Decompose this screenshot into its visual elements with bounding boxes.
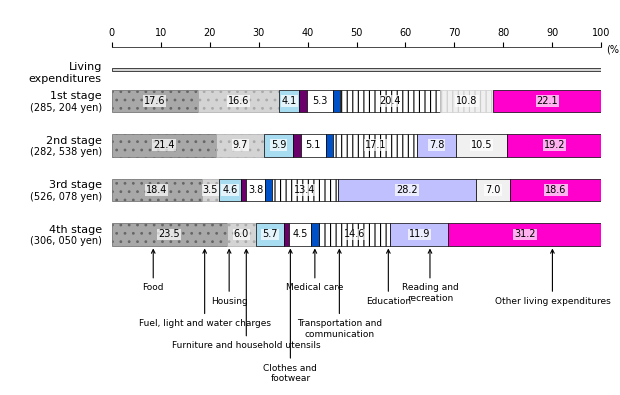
Text: 9.7: 9.7 xyxy=(232,140,248,150)
Text: (282, 538 yen): (282, 538 yen) xyxy=(30,147,102,157)
Text: 16.6: 16.6 xyxy=(228,96,249,106)
Bar xyxy=(334,134,417,156)
Text: 11.9: 11.9 xyxy=(409,229,430,239)
Bar xyxy=(476,179,510,201)
Text: 5.7: 5.7 xyxy=(262,229,278,239)
Text: 3rd stage: 3rd stage xyxy=(49,181,102,190)
Text: (526, 078 yen): (526, 078 yen) xyxy=(30,192,102,201)
Bar xyxy=(417,134,456,156)
Text: Reading and
recreation: Reading and recreation xyxy=(402,250,458,303)
Text: 14.6: 14.6 xyxy=(343,229,365,239)
Text: 18.6: 18.6 xyxy=(545,185,567,195)
Text: 2nd stage: 2nd stage xyxy=(46,136,102,146)
Text: 4.1: 4.1 xyxy=(281,96,297,106)
Bar xyxy=(289,223,311,246)
Text: 31.2: 31.2 xyxy=(514,229,536,239)
Bar xyxy=(227,223,256,246)
Bar xyxy=(510,179,601,201)
Bar xyxy=(264,134,293,156)
Bar xyxy=(219,179,241,201)
Text: Furniture and household utensils: Furniture and household utensils xyxy=(172,250,321,350)
Bar xyxy=(112,68,601,71)
Bar xyxy=(311,223,319,246)
Bar xyxy=(390,223,448,246)
Bar xyxy=(326,134,334,156)
Text: Other living expenditures: Other living expenditures xyxy=(495,250,610,306)
Bar xyxy=(202,179,219,201)
Bar xyxy=(338,179,476,201)
Text: 1st stage: 1st stage xyxy=(50,91,102,102)
Text: Transportation and
communication: Transportation and communication xyxy=(297,250,382,339)
Bar xyxy=(216,134,264,156)
Bar xyxy=(241,179,246,201)
Bar xyxy=(112,179,202,201)
Bar xyxy=(340,90,440,112)
Text: (285, 204 yen): (285, 204 yen) xyxy=(30,103,102,113)
Text: 19.2: 19.2 xyxy=(544,140,565,150)
Text: Food: Food xyxy=(143,250,164,292)
Bar xyxy=(246,179,265,201)
Text: 22.1: 22.1 xyxy=(536,96,558,106)
Bar xyxy=(279,90,299,112)
Bar xyxy=(284,223,289,246)
Bar xyxy=(265,179,272,201)
Text: 3.8: 3.8 xyxy=(248,185,263,195)
Text: 18.4: 18.4 xyxy=(146,185,167,195)
Bar xyxy=(307,90,333,112)
Bar xyxy=(333,90,340,112)
Text: 17.1: 17.1 xyxy=(365,140,386,150)
Text: Housing: Housing xyxy=(211,250,247,306)
Text: 28.2: 28.2 xyxy=(396,185,418,195)
Text: 17.6: 17.6 xyxy=(144,96,166,106)
Text: 5.1: 5.1 xyxy=(306,140,321,150)
Text: 3.5: 3.5 xyxy=(203,185,218,195)
Bar xyxy=(112,134,216,156)
Bar xyxy=(256,223,284,246)
Text: 5.3: 5.3 xyxy=(312,96,327,106)
Text: (%): (%) xyxy=(606,44,620,54)
Text: 4th stage: 4th stage xyxy=(49,225,102,235)
Text: Fuel, light and water charges: Fuel, light and water charges xyxy=(139,250,271,328)
Text: Medical care: Medical care xyxy=(286,250,343,292)
Text: 5.9: 5.9 xyxy=(271,140,286,150)
Bar xyxy=(112,223,227,246)
Bar xyxy=(440,90,494,112)
Bar xyxy=(456,134,507,156)
Text: Clothes and
footwear: Clothes and footwear xyxy=(264,250,317,383)
Text: 13.4: 13.4 xyxy=(294,185,316,195)
Bar xyxy=(319,223,390,246)
Bar xyxy=(299,90,307,112)
Text: 20.4: 20.4 xyxy=(379,96,401,106)
Bar xyxy=(293,134,301,156)
Text: 23.5: 23.5 xyxy=(158,229,180,239)
Text: 4.5: 4.5 xyxy=(293,229,308,239)
Text: 7.0: 7.0 xyxy=(485,185,501,195)
Text: 4.6: 4.6 xyxy=(223,185,237,195)
Text: 6.0: 6.0 xyxy=(234,229,249,239)
Text: Living
expenditures: Living expenditures xyxy=(29,62,102,84)
Bar xyxy=(494,90,601,112)
Text: 21.4: 21.4 xyxy=(153,140,175,150)
Bar xyxy=(301,134,326,156)
Text: (306, 050 yen): (306, 050 yen) xyxy=(30,236,102,246)
Bar xyxy=(272,179,338,201)
Bar xyxy=(112,90,198,112)
Text: 10.8: 10.8 xyxy=(456,96,477,106)
Bar xyxy=(507,134,601,156)
Text: 10.5: 10.5 xyxy=(471,140,492,150)
Bar xyxy=(448,223,601,246)
Text: Education: Education xyxy=(366,250,411,306)
Text: 7.8: 7.8 xyxy=(429,140,444,150)
Bar xyxy=(198,90,279,112)
